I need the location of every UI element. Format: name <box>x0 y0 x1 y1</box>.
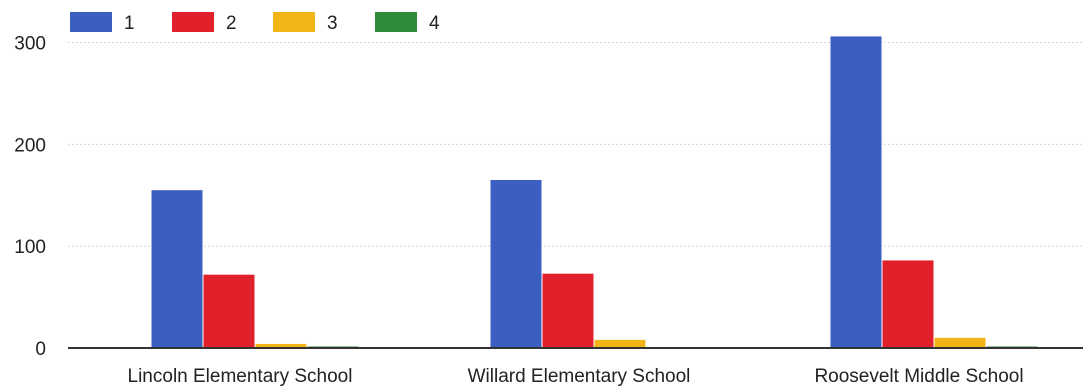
legend-label: 4 <box>429 13 440 34</box>
bar-willard-elementary-school-series-2 <box>542 273 594 348</box>
bar-willard-elementary-school-series-1 <box>490 180 542 348</box>
legend-swatch <box>172 12 214 32</box>
legend: 1 2 3 4 <box>70 12 440 34</box>
bar-lincoln-elementary-school-series-2 <box>203 274 255 348</box>
bar-lincoln-elementary-school-series-3 <box>255 343 307 348</box>
legend-item-4: 4 <box>375 12 440 34</box>
x-category-label: Willard Elementary School <box>468 366 691 387</box>
legend-swatch <box>375 12 417 32</box>
y-tick-label: 200 <box>14 135 46 156</box>
legend-swatch <box>273 12 315 32</box>
x-axis-labels: Lincoln Elementary School Willard Element… <box>128 366 1024 387</box>
bar-roosevelt-middle-school-series-1 <box>830 36 882 348</box>
x-category-label: Lincoln Elementary School <box>128 366 353 387</box>
legend-item-2: 2 <box>172 12 237 34</box>
legend-label: 3 <box>327 13 338 34</box>
x-category-label: Roosevelt Middle School <box>814 366 1023 387</box>
bar-lincoln-elementary-school-series-1 <box>151 190 203 348</box>
bar-willard-elementary-school-series-3 <box>594 339 646 348</box>
bar-roosevelt-middle-school-series-3 <box>934 337 986 348</box>
legend-label: 1 <box>124 13 135 34</box>
bars <box>151 36 1038 348</box>
legend-label: 2 <box>226 13 237 34</box>
bar-roosevelt-middle-school-series-2 <box>882 260 934 348</box>
y-tick-label: 100 <box>14 237 46 258</box>
y-tick-label: 0 <box>35 339 46 360</box>
y-axis-ticks: 0 100 200 300 <box>14 34 46 360</box>
legend-swatch <box>70 12 112 32</box>
y-tick-label: 300 <box>14 34 46 55</box>
gridlines <box>68 42 1083 247</box>
legend-item-3: 3 <box>273 12 338 34</box>
legend-item-1: 1 <box>70 12 135 34</box>
